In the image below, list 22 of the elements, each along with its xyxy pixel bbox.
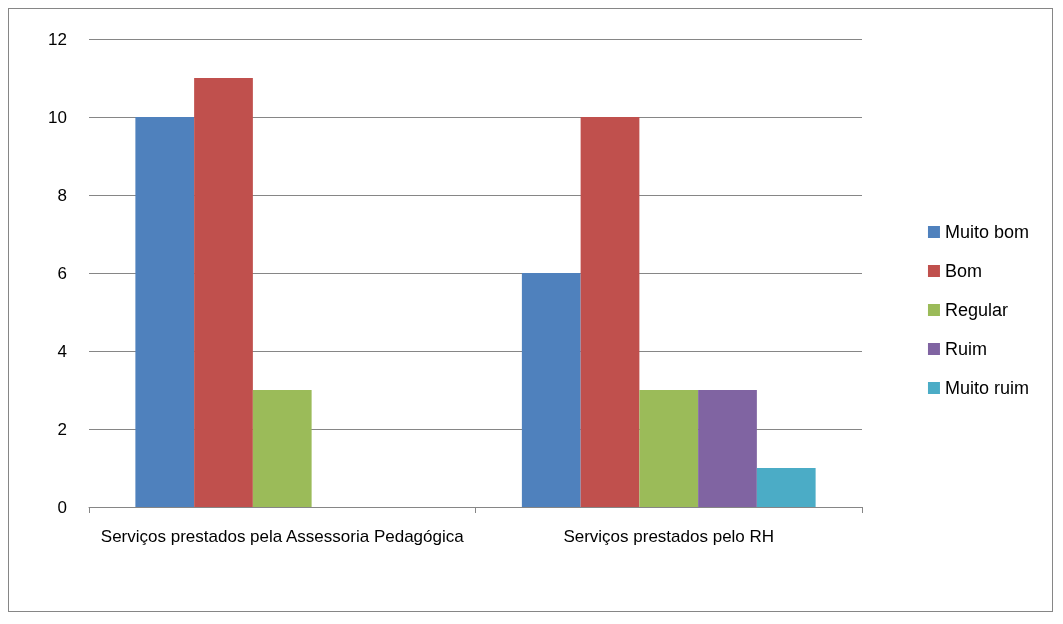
y-tick-label: 10 (48, 107, 67, 127)
bar (698, 390, 757, 507)
bar (756, 468, 816, 507)
bar (252, 390, 312, 507)
legend-label: Ruim (944, 339, 987, 359)
legend-label: Bom (944, 261, 982, 281)
y-tick-label: 6 (57, 263, 67, 283)
bar (639, 390, 699, 507)
y-tick-label: 8 (57, 185, 67, 205)
x-tick-label: Serviços prestados pela Assessoria Pedagógica (100, 526, 465, 546)
bar (580, 117, 640, 507)
bar (194, 78, 253, 507)
bar (135, 117, 195, 507)
legend-label: Regular (944, 300, 1009, 320)
y-tick-label: 0 (57, 497, 67, 517)
y-tick-label: 4 (57, 341, 67, 361)
legend-label: Muito bom (944, 222, 1030, 242)
x-tick-label: Serviços prestados pelo RH (563, 526, 775, 546)
bar (521, 273, 581, 507)
y-tick-label: 12 (48, 29, 67, 49)
y-tick-label: 2 (57, 419, 67, 439)
legend-label: Muito ruim (944, 378, 1029, 398)
